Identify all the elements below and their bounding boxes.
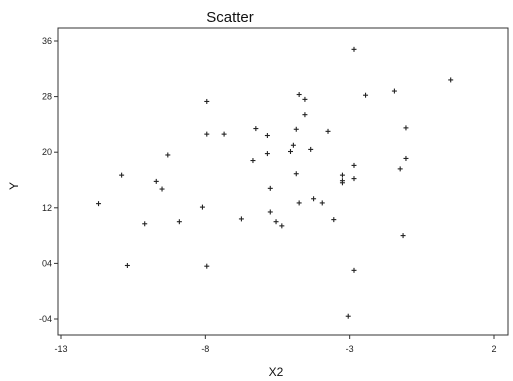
data-point (287, 149, 293, 155)
y-tick-label: 12 (42, 203, 52, 213)
chart-title: Scatter (206, 9, 254, 26)
data-point (204, 131, 210, 137)
x-tick-label: -13 (54, 344, 67, 354)
data-point (403, 125, 409, 131)
data-point (397, 166, 403, 172)
data-point (267, 209, 273, 215)
data-point (253, 126, 259, 132)
data-point (204, 263, 210, 269)
data-point (302, 112, 308, 118)
data-point (264, 133, 270, 139)
x-tick-label: -8 (201, 344, 209, 354)
data-point (345, 313, 351, 319)
data-point (273, 219, 279, 225)
x-tick-label: -3 (346, 344, 354, 354)
y-tick-label: 04 (42, 258, 52, 268)
data-point (293, 126, 299, 132)
data-point (308, 146, 314, 152)
data-point (238, 216, 244, 222)
data-point (142, 221, 148, 227)
data-point (296, 92, 302, 98)
x-tick-label: 2 (491, 344, 496, 354)
x-axis: -13 -8 -3 2 (54, 335, 497, 354)
data-point (403, 155, 409, 161)
data-point (339, 172, 345, 178)
data-point (165, 152, 171, 158)
data-point (331, 217, 337, 223)
data-point (351, 162, 357, 168)
plot-frame (57, 27, 509, 336)
y-tick-label: -04 (39, 314, 52, 324)
data-point (351, 267, 357, 273)
x-axis-label: X2 (269, 365, 284, 379)
data-point (351, 176, 357, 182)
data-point (176, 219, 182, 225)
y-tick-label: 20 (42, 147, 52, 157)
data-point (199, 204, 205, 210)
y-tick-label: 36 (42, 36, 52, 46)
data-point (279, 223, 285, 229)
data-point (159, 186, 165, 192)
data-point (351, 46, 357, 52)
data-point (319, 200, 325, 206)
data-point (391, 88, 397, 94)
data-point (448, 77, 454, 83)
data-point (296, 200, 302, 206)
data-points (96, 46, 454, 319)
data-point (302, 96, 308, 102)
data-point (119, 172, 125, 178)
data-point (153, 178, 159, 184)
data-point (311, 196, 317, 202)
y-axis: -04 04 12 20 28 36 (39, 36, 58, 324)
data-point (290, 142, 296, 148)
data-point (363, 92, 369, 98)
data-point (267, 185, 273, 191)
data-point (339, 180, 345, 186)
data-point (250, 158, 256, 164)
data-point (325, 128, 331, 134)
data-point (400, 233, 406, 239)
data-point (124, 262, 130, 268)
data-point (264, 151, 270, 157)
data-point (293, 171, 299, 177)
data-point (204, 98, 210, 104)
data-point (221, 131, 227, 137)
data-point (96, 201, 102, 207)
y-axis-label: Y (7, 182, 21, 190)
y-tick-label: 28 (42, 92, 52, 102)
